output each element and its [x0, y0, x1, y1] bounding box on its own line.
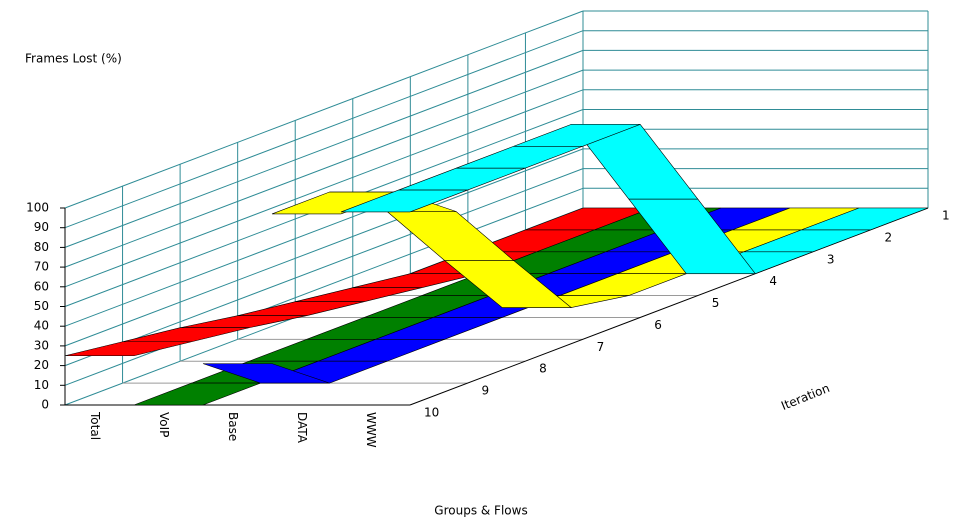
x-tick-label: VoIP: [157, 412, 171, 437]
z-tick-label: 2: [884, 230, 892, 244]
ribbon-segment: [295, 287, 422, 302]
x-tick-label: Base: [226, 412, 240, 441]
y-tick-label: 30: [34, 338, 49, 352]
z-tick-label: 3: [827, 252, 835, 266]
z-tick-label: 1: [942, 209, 950, 223]
z-axis-label: Iteration: [779, 381, 831, 413]
z-tick-label: 7: [597, 340, 605, 354]
y-tick-label: 50: [34, 299, 49, 313]
y-axis-label: Frames Lost (%): [25, 52, 122, 66]
z-tick-label: 8: [539, 362, 547, 376]
x-tick-label: WWW: [364, 412, 378, 448]
x-tick-label: Total: [88, 411, 102, 440]
grid-line: [64, 148, 584, 347]
y-tick-label: 60: [34, 279, 49, 293]
y-tick-label: 90: [34, 220, 49, 234]
y-tick-label: 40: [34, 319, 49, 333]
grid-line: [64, 187, 584, 386]
grid-line: [64, 168, 584, 367]
y-tick-label: 70: [34, 260, 49, 274]
grid-line: [64, 10, 584, 209]
z-tick-label: 9: [482, 384, 490, 398]
y-tick-label: 0: [41, 398, 49, 412]
ribbon-segment: [122, 327, 250, 343]
grid-line: [64, 49, 584, 248]
ribbon-segment: [180, 315, 307, 329]
ribbon-segment: [133, 382, 261, 406]
y-tick-label: 10: [34, 378, 49, 392]
grid-line: [64, 89, 584, 288]
grid-line: [64, 30, 584, 229]
ribbon-segment: [202, 363, 330, 384]
ribbon-segment: [237, 301, 365, 316]
ribbon-segment: [271, 191, 399, 215]
z-tick-label: 5: [712, 296, 720, 310]
z-tick-label: 6: [654, 318, 662, 332]
ribbon-segment: [64, 341, 192, 357]
y-tick-label: 80: [34, 240, 49, 254]
y-tick-label: 100: [26, 201, 49, 215]
ribbon-segment: [398, 167, 526, 191]
x-tick-label: DATA: [295, 412, 309, 444]
ribbon-segment: [456, 145, 583, 169]
z-tick-label: 10: [424, 406, 439, 420]
grid-line: [64, 69, 584, 268]
z-tick-label: 4: [769, 274, 777, 288]
y-tick-label: 20: [34, 358, 49, 372]
ribbon-segment: [340, 189, 468, 213]
x-axis-label: Groups & Flows: [434, 504, 527, 518]
